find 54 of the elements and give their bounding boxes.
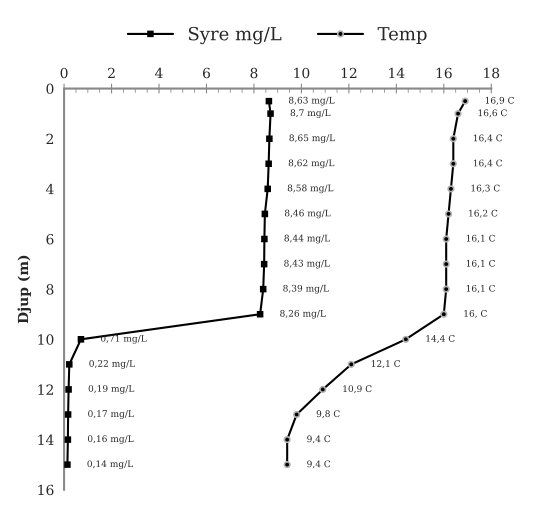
data-label: 8,7 mg/L [290,109,330,118]
data-label: 8,44 mg/L [284,234,330,244]
data-label: 16,1 C [466,234,495,243]
y-tick-label: 12 [38,384,53,395]
data-label: 16, C [464,310,487,318]
data-label: 8,63 mg/L [288,96,334,106]
data-label: 8,46 mg/L [284,210,330,218]
y-axis-title: Djup (m) [17,256,32,324]
data-label: 0,14 mg/L [87,460,133,470]
x-tick-label: 10 [294,68,310,78]
data-label: 0,16 mg/L [88,435,134,444]
y-tick-label: 0 [46,84,54,94]
data-label: 10,9 C [343,385,372,394]
data-label: 12,1 C [372,360,400,368]
legend-label: Syre mg/L [188,26,282,44]
y-tick-label: 2 [46,134,53,144]
y-tick-label: 16 [38,484,54,496]
data-label: 0,17 mg/L [88,410,134,419]
x-tick-label: 2 [108,68,115,78]
data-label: 16,6 C [478,109,507,118]
x-tick-label: 4 [155,68,163,78]
x-tick-label: 8 [250,68,258,78]
x-tick-label: 16 [436,68,452,78]
data-label: 16,4 C [474,134,502,142]
data-label: 16,3 C [471,184,500,193]
data-label: 0,22 mg/L [89,360,135,369]
x-tick-label: 12 [342,68,356,78]
data-label: 16,4 C [474,160,502,168]
data-label: 16,1 C [466,284,495,293]
x-tick-label: 14 [389,68,404,78]
data-label: 9,4 C [307,435,330,444]
legend-label: Temp [378,27,427,44]
data-label: 0,19 mg/L [88,385,134,394]
data-label: 9,8 C [316,410,340,418]
data-label: 8,62 mg/L [288,159,334,168]
data-label: 16,2 C [469,210,498,218]
data-label: 8,43 mg/L [284,260,330,268]
y-tick-label: 6 [46,234,54,244]
x-tick-label: 6 [202,68,210,78]
data-label: 8,58 mg/L [288,184,334,194]
data-label: 16,9 C [486,96,514,105]
x-tick-label: 0 [60,68,68,78]
data-label: 9,4 C [307,460,330,468]
y-tick-label: 10 [38,334,54,345]
x-tick-label: 18 [484,68,500,78]
data-label: 8,26 mg/L [280,310,326,319]
data-label: 14,4 C [426,335,455,344]
y-tick-label: 8 [46,284,54,295]
y-tick-label: 14 [38,434,54,445]
data-label: 16,1 C [466,260,495,268]
data-label: 0,71 mg/L [100,334,147,344]
y-tick-label: 4 [46,184,54,194]
data-label: 8,39 mg/L [283,284,329,294]
data-label: 8,65 mg/L [289,134,335,144]
